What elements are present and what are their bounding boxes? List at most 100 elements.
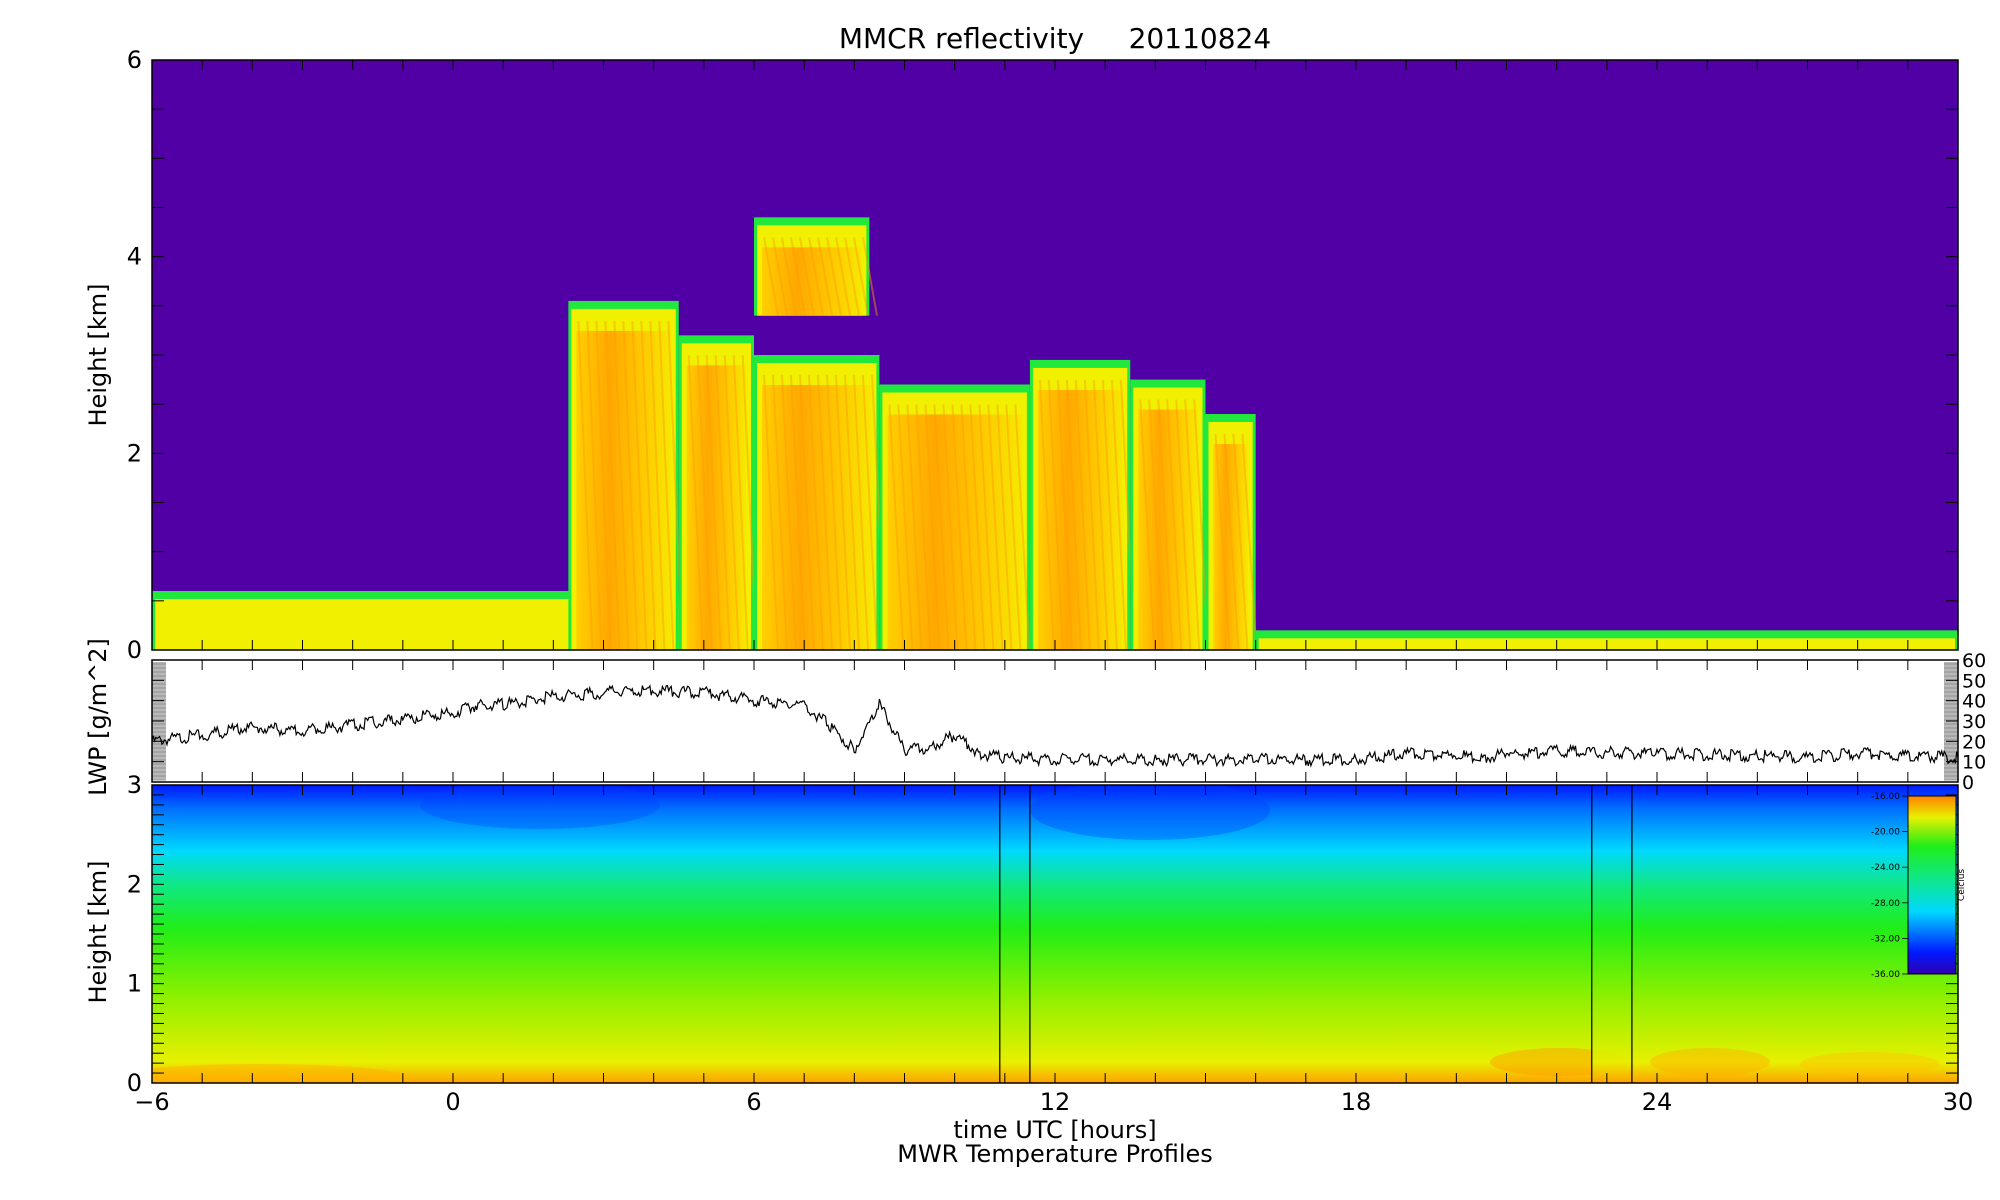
echo-streak (714, 355, 731, 650)
echo-streak (1166, 399, 1183, 650)
mwr-warm-patch (1650, 1048, 1770, 1076)
echo-streak (772, 237, 788, 316)
ytick-label: 0 (127, 1069, 142, 1097)
echo-core (1213, 444, 1248, 650)
echo-cell (1205, 414, 1258, 650)
echo-streak (790, 374, 806, 650)
echo-streak (687, 355, 704, 650)
echo-core (887, 414, 1022, 650)
lwp-y-axis-label: LWP [g/m^2] (84, 638, 112, 796)
lwp-background (152, 660, 1958, 782)
echo-streak (1214, 433, 1231, 650)
echo-streak (772, 374, 788, 650)
colorbar-ramp (1907, 795, 1957, 975)
echo-streak (1101, 379, 1118, 650)
mwr-ticks (151, 785, 1959, 1084)
xtick-label: 0 (445, 1088, 460, 1116)
echo-streak (1175, 399, 1192, 650)
echo-core (686, 365, 746, 650)
echo-streak (732, 355, 749, 650)
echo-streak (808, 237, 824, 316)
echo-streak (951, 404, 968, 650)
mmcr-ticks (151, 59, 1959, 651)
echo-streak (1014, 404, 1031, 650)
colorbar-tick-labels: -16.00 -20.00 -24.00 -28.00 -32.00 -36.00 (1871, 792, 1908, 980)
echo-streak (658, 320, 675, 650)
echo-streak (723, 355, 740, 650)
colorbar-tick-label: -36.00 (1871, 970, 1900, 980)
echo-streak (790, 237, 806, 316)
echo-streak (1047, 379, 1064, 650)
echo-streak (942, 404, 959, 650)
echo-streak (826, 237, 842, 316)
echo-layer (152, 217, 1958, 650)
echo-streak (1157, 399, 1174, 650)
echo-streak (897, 404, 914, 650)
mwr-y-axis-label: Height [km] (84, 861, 112, 1004)
echo-streak (853, 374, 869, 650)
echo-streak (996, 404, 1013, 650)
gap-column (1591, 785, 1632, 1083)
mmcr-y-axis-label: Height [km] (84, 284, 112, 427)
echo-streak (1241, 433, 1258, 650)
echo-streak (613, 320, 630, 650)
echo-streak (969, 404, 986, 650)
echo-streak (835, 237, 851, 316)
echo-cell (568, 300, 684, 650)
lwp-ticks (151, 659, 1959, 783)
echo-streak (1065, 379, 1082, 650)
mwr-ytick-labels: 0 1 2 3 (127, 771, 142, 1097)
ytick-label: 0 (127, 636, 142, 664)
ytick-label: 2 (127, 870, 142, 898)
echo-streak (1056, 379, 1073, 650)
mwr-title: MWR Temperature Profiles (897, 1140, 1213, 1168)
echo-streak (987, 404, 1004, 650)
lwp-series-line (152, 684, 1958, 768)
colorbar-tick-label: -32.00 (1871, 934, 1900, 944)
echo-streak (1110, 379, 1127, 650)
echo-streak (1074, 379, 1091, 650)
mwr-warm-patch (152, 1064, 410, 1083)
x-axis-label: time UTC [hours] (953, 1116, 1156, 1144)
colorbar-tick-label: -20.00 (1871, 828, 1900, 838)
mwr-cold-dip (420, 785, 660, 829)
echo-streak (933, 404, 950, 650)
echo-streak (1139, 399, 1156, 650)
colorbar: -16.00 -20.00 -24.00 -28.00 -32.00 -36.00 Cel… (1871, 792, 1967, 980)
colorbar-tick-label: -16.00 (1871, 792, 1900, 802)
mmcr-ytick-labels: 0 2 4 6 (127, 46, 142, 664)
echo-streak (595, 320, 612, 650)
echo-streak (1038, 379, 1055, 650)
echo-streak (817, 374, 833, 650)
mwr-field (152, 785, 1958, 1083)
echo-streak (817, 237, 833, 316)
ytick-label: 1 (127, 970, 142, 998)
echo-streak (888, 404, 905, 650)
echo-core (576, 330, 671, 650)
xtick-label: 6 (746, 1088, 761, 1116)
echo-streak (631, 320, 648, 650)
echo-streak (604, 320, 621, 650)
echo-cell (678, 335, 758, 650)
echo-cell (754, 355, 887, 650)
echo-streak (1005, 404, 1022, 650)
ytick-label: 3 (127, 771, 142, 799)
echo-core (1138, 409, 1198, 650)
echo-streak (826, 374, 842, 650)
echo-streak (705, 355, 722, 650)
echo-streak (1092, 379, 1109, 650)
ytick-label: 0 (1962, 772, 1974, 794)
ytick-label: 6 (127, 46, 142, 74)
echo-cell (879, 384, 1031, 650)
echo-streak (960, 404, 977, 650)
echo-streak (853, 237, 869, 316)
echo-streak (978, 404, 995, 650)
mwr-cold-dip (1030, 785, 1270, 840)
echo-streak (835, 374, 851, 650)
ytick-label: 60 (1962, 650, 1986, 672)
echo-streak (1148, 399, 1165, 650)
